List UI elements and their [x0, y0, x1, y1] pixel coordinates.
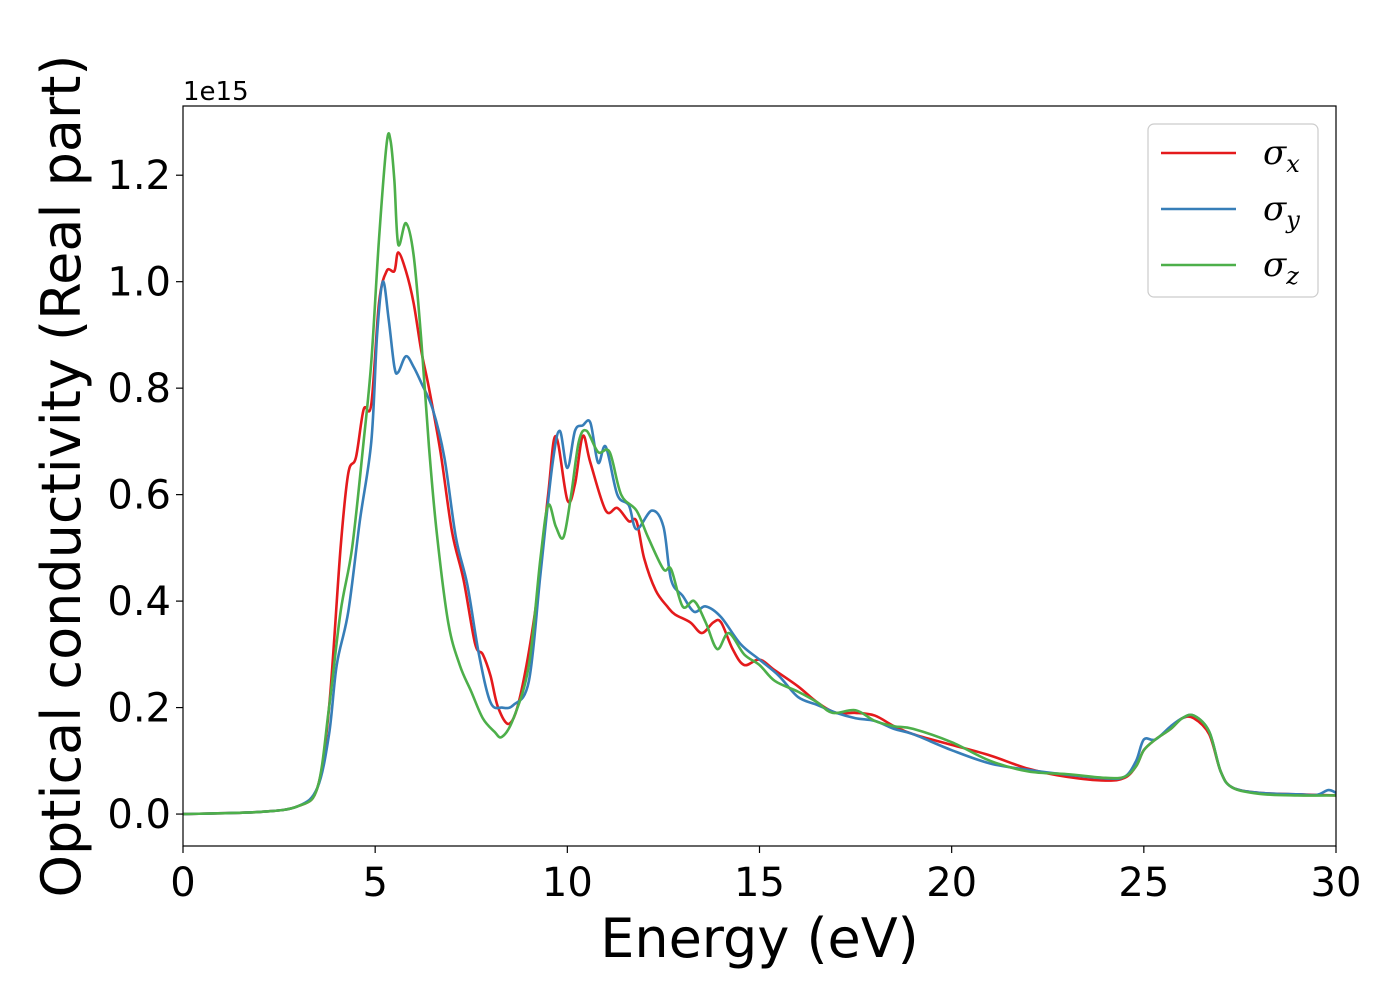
x-tick-label: 20 — [926, 860, 977, 906]
x-tick-label: 0 — [170, 860, 195, 906]
series-line-x — [183, 251, 1336, 816]
y-tick-label: 1.0 — [107, 260, 171, 306]
y-tick-label: 0.4 — [107, 579, 171, 625]
x-tick-label: 25 — [1118, 860, 1169, 906]
x-tick-label: 5 — [362, 860, 387, 906]
x-axis: 0 5 10 15 20 25 30 — [170, 846, 1361, 906]
y-tick-label: 0.2 — [107, 686, 171, 732]
y-tick-label: 0.8 — [107, 366, 171, 412]
legend: σx σy σz — [1147, 123, 1319, 298]
y-offset-text: 1e15 — [183, 77, 249, 107]
legend-box — [1147, 123, 1319, 298]
x-tick-label: 15 — [734, 860, 785, 906]
y-tick-label: 0.0 — [107, 792, 171, 838]
x-axis-title: Energy (eV) — [600, 907, 919, 970]
series-layer — [183, 132, 1336, 816]
series-line-z — [183, 132, 1336, 816]
y-tick-label: 0.6 — [107, 473, 171, 519]
legend-label-y: σy — [1263, 189, 1300, 234]
legend-label-x: σx — [1263, 133, 1300, 178]
series-line-y — [183, 280, 1336, 816]
legend-label-z: σz — [1263, 245, 1299, 290]
x-tick-label: 10 — [542, 860, 593, 906]
y-tick-label: 1.2 — [107, 153, 171, 199]
x-tick-label: 30 — [1311, 860, 1362, 906]
y-axis-title: Optical conductivity (Real part) — [30, 55, 93, 898]
y-axis: 0.0 0.2 0.4 0.6 0.8 1.0 1.2 — [107, 153, 183, 838]
